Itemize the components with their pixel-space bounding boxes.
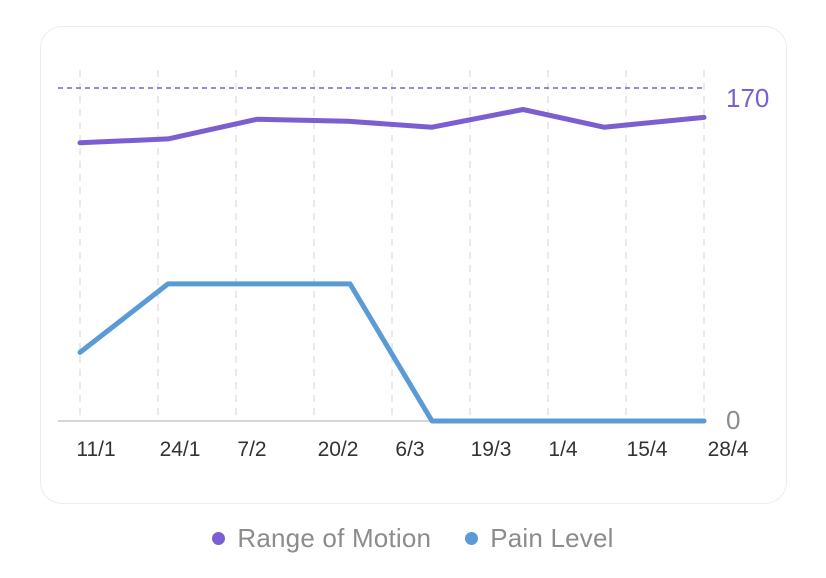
chart-card <box>40 26 787 504</box>
line-chart: 170 0 11/1 24/1 7/2 20/2 6/3 19/3 1/4 15/4 28/4 <box>58 70 769 461</box>
legend-dot-range-of-motion <box>212 531 226 545</box>
legend-item-pain-level[interactable]: Pain Level <box>465 523 613 554</box>
x-tick-label-6: 19/3 <box>471 438 512 461</box>
x-tick-label-7: 1/4 <box>548 438 578 461</box>
x-tick-label-2: 24/1 <box>160 438 201 461</box>
x-tick-label-1: 11/1 <box>76 438 115 461</box>
x-tick-label-8: 15/4 <box>627 438 668 461</box>
legend-label-range-of-motion: Range of Motion <box>237 522 432 553</box>
x-tick-label-5: 6/3 <box>395 438 424 461</box>
chart-legend: Range of Motion Pain Level <box>0 518 826 558</box>
legend-dot-pain-level <box>465 531 479 545</box>
series-line-pain-level <box>77 281 707 424</box>
y-tick-label-0: 0 <box>726 405 740 435</box>
legend-item-range-of-motion[interactable]: Range of Motion <box>212 523 431 554</box>
legend-label-pain-level: Pain Level <box>490 522 614 553</box>
x-tick-label-3: 7/2 <box>237 438 266 461</box>
x-tick-label-9: 28/4 <box>708 438 749 461</box>
series-line-range-of-motion <box>77 107 707 146</box>
x-tick-label-4: 20/2 <box>318 438 359 461</box>
y-tick-label-170: 170 <box>726 83 769 113</box>
